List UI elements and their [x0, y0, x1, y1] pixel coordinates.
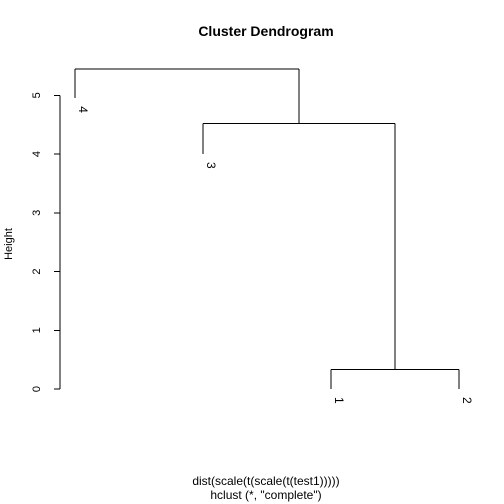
leaf-labels: 4 3 1 2 — [76, 106, 474, 404]
y-tick-label: 3 — [31, 210, 43, 216]
y-tick-label: 5 — [31, 92, 43, 98]
y-tick-label: 1 — [31, 327, 43, 333]
x-axis-subtitle: hclust (*, "complete") — [210, 488, 321, 502]
y-axis: 0 1 2 3 4 5 — [31, 92, 61, 392]
y-tick-label: 0 — [31, 386, 43, 392]
y-tick-label: 2 — [31, 268, 43, 274]
leaf-label: 3 — [204, 162, 218, 169]
chart-title: Cluster Dendrogram — [198, 23, 333, 39]
leaf-label: 4 — [76, 106, 90, 113]
dendrogram-tree — [74, 68, 460, 389]
leaf-label: 1 — [332, 397, 346, 404]
y-tick-label: 4 — [31, 151, 43, 157]
y-axis-label: Height — [3, 228, 15, 260]
leaf-label: 2 — [460, 397, 474, 404]
x-axis-label: dist(scale(t(scale(t(test1))))) — [192, 474, 339, 488]
